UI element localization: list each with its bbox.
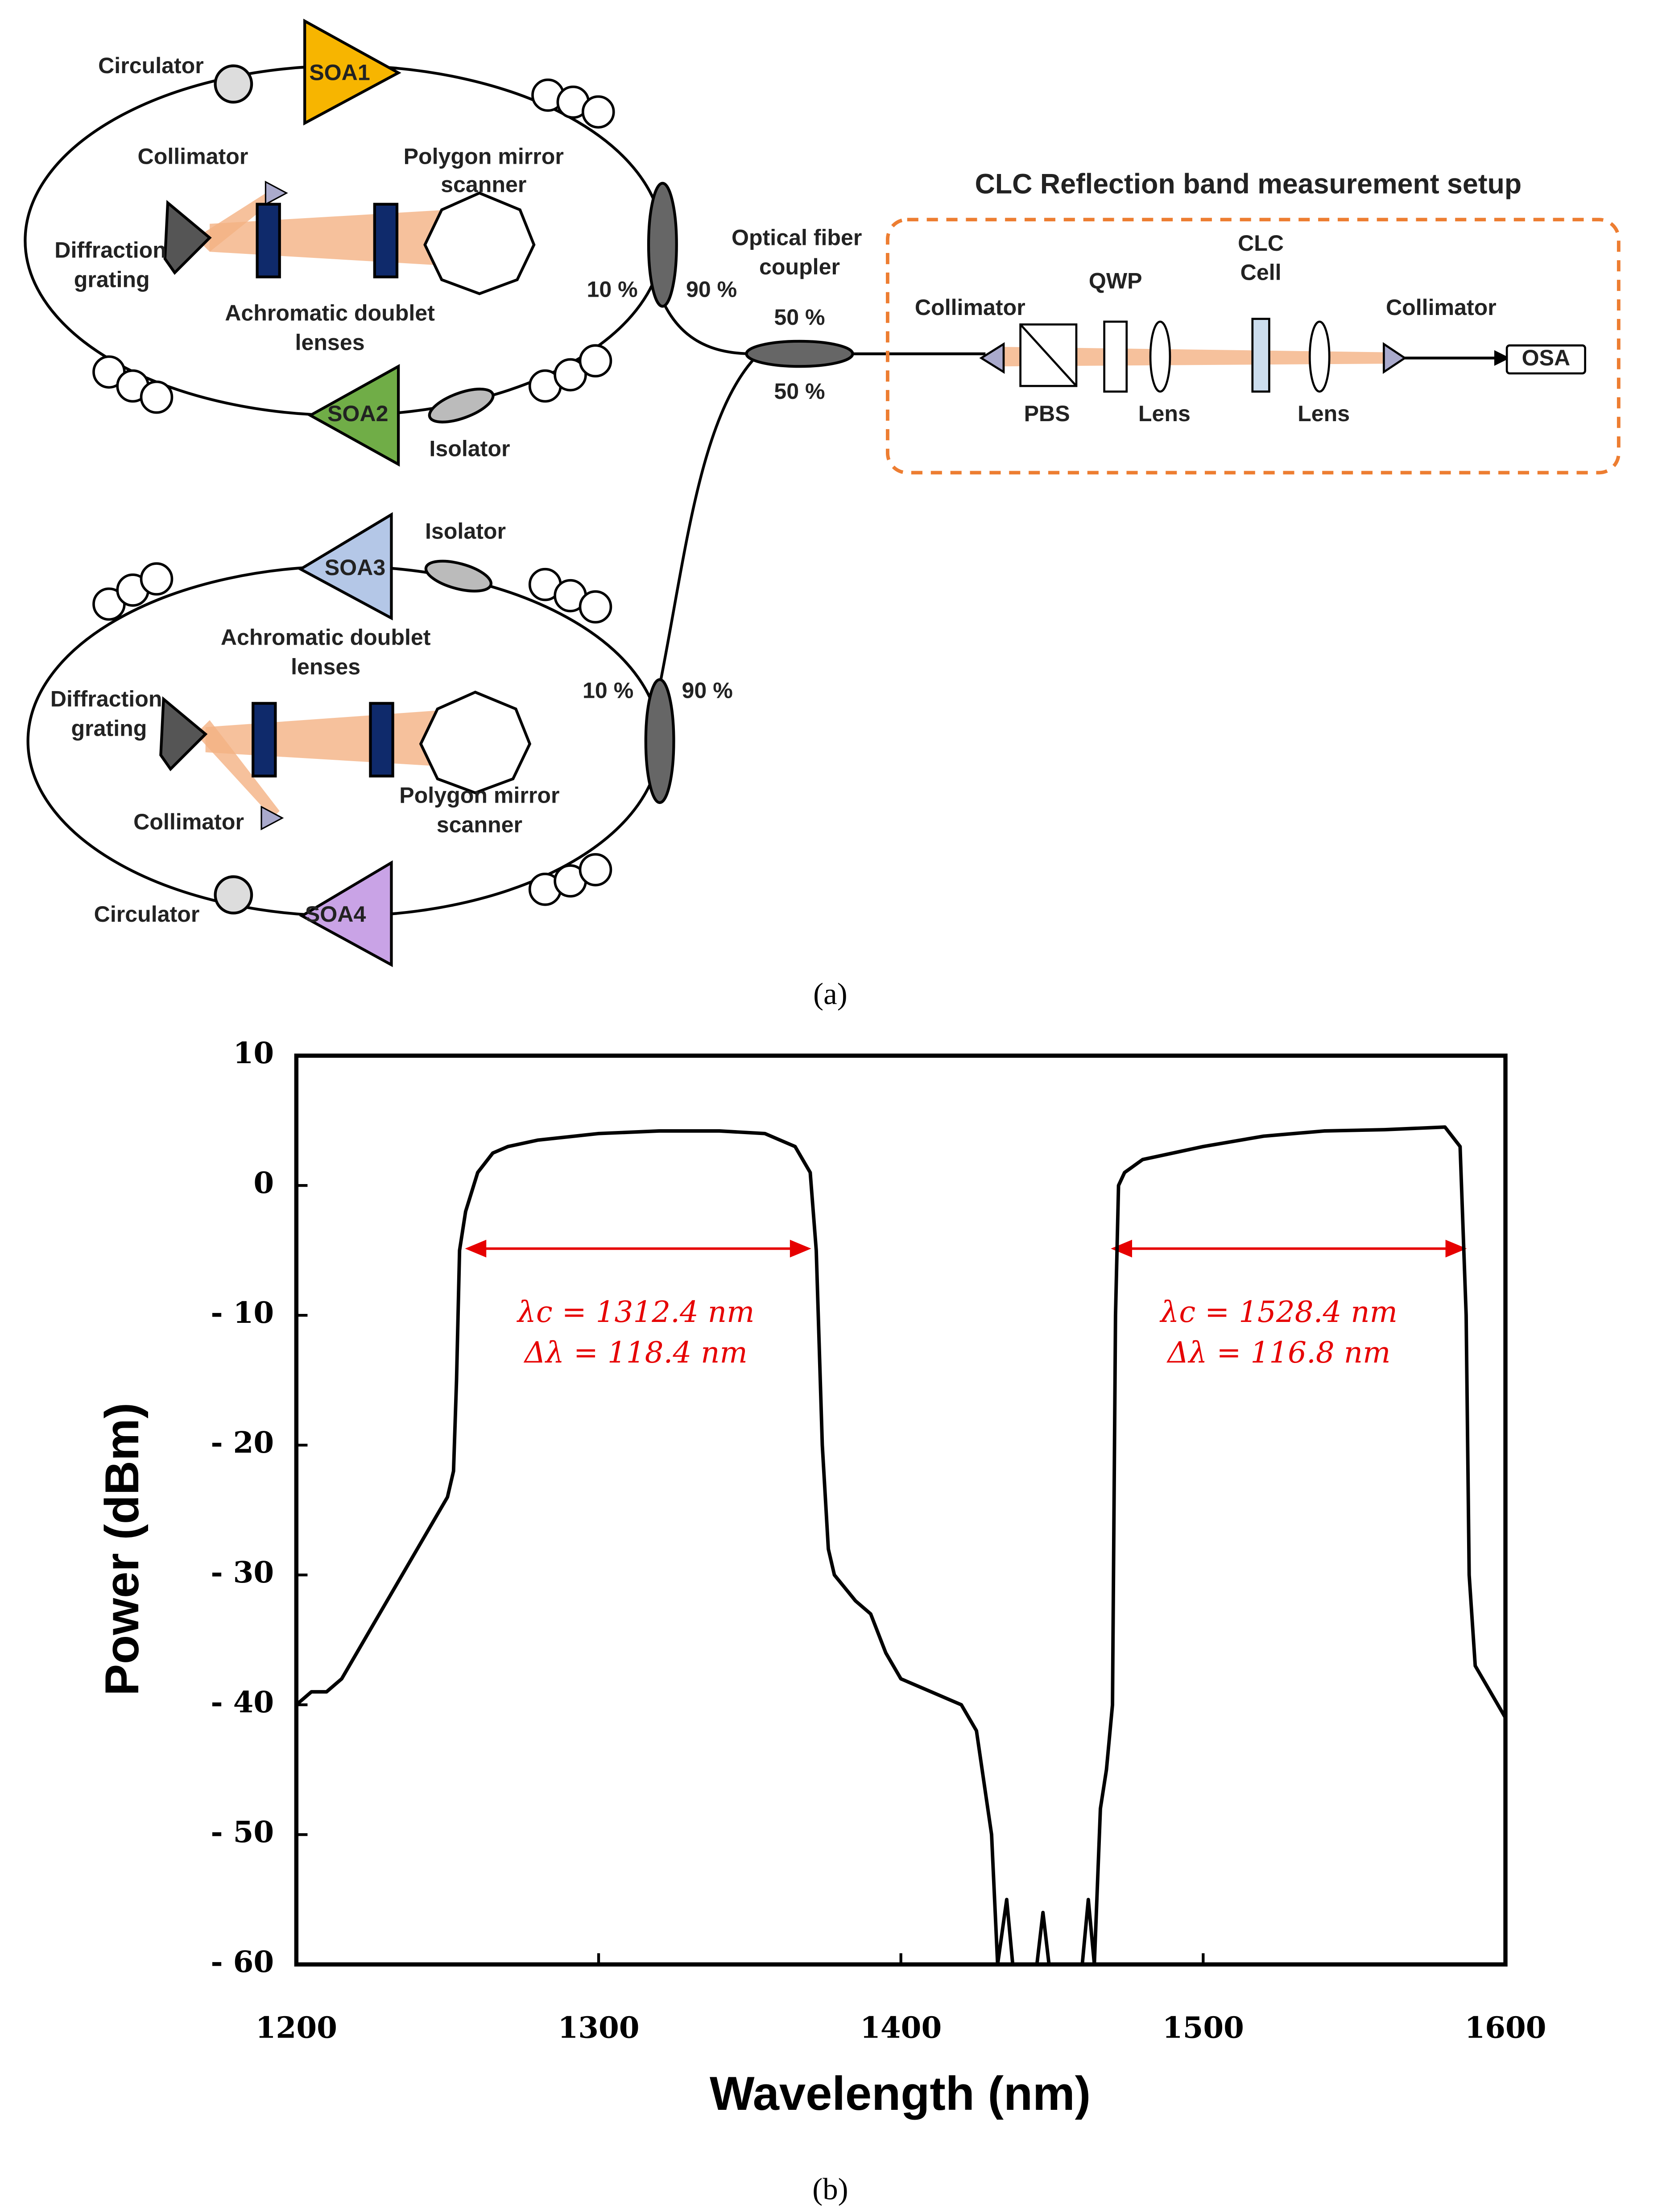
diagram-label: 50 % (774, 379, 825, 404)
soa (299, 860, 393, 967)
x-tick-label: 1300 (558, 2010, 639, 2045)
x-axis-title: Wavelength (nm) (710, 2067, 1091, 2120)
annotation: λc = 1312.4 nm (516, 1295, 754, 1329)
diagram-label: scanner (441, 172, 526, 197)
circulator (214, 875, 253, 915)
y-tick-label: 0 (253, 1165, 274, 1200)
optics-lower (159, 691, 532, 831)
annotation: Δλ = 116.8 nm (1166, 1335, 1390, 1370)
diagram-label: Collimator (915, 295, 1025, 320)
y-tick-label: - 20 (211, 1425, 274, 1460)
diagram-label: Cell (1240, 260, 1282, 285)
diagram-label: QWP (1089, 268, 1142, 293)
diagram-label: Circulator (98, 53, 204, 78)
diagram-label: 90 % (686, 277, 737, 302)
diagram-label: CLC Reflection band measurement setup (975, 169, 1522, 200)
x-tick-label: 1500 (1162, 2010, 1244, 2045)
diagram-label: 50 % (774, 305, 825, 330)
diagram-label: Lens (1298, 401, 1350, 426)
diagram-label: Isolator (429, 436, 510, 461)
arrow-head (1494, 350, 1510, 366)
caption: (a) (813, 977, 848, 1011)
diagram-label: SOA4 (305, 902, 366, 927)
coupler (644, 678, 675, 804)
diagram-label: SOA3 (325, 555, 385, 580)
annotation: Δλ = 118.4 nm (523, 1335, 748, 1370)
x-tick-label: 1600 (1464, 2010, 1546, 2045)
diagram-label: Diffraction (50, 686, 162, 711)
diagram-label: SOA1 (309, 60, 370, 85)
coupler (647, 182, 678, 308)
fiber-coils (92, 79, 615, 906)
diagram-label: Circulator (94, 902, 200, 927)
diagram-label: Achromatic doublet (221, 625, 431, 650)
diagram-label: OSA (1522, 345, 1571, 370)
y-tick-label: 10 (233, 1036, 274, 1070)
diagram-label: Lens (1138, 401, 1191, 426)
diagram-label: Polygon mirror (404, 144, 564, 169)
diagram-label: Collimator (1386, 295, 1497, 320)
y-tick-label: - 60 (211, 1944, 274, 1979)
y-tick-label: - 30 (211, 1555, 274, 1590)
caption: (b) (812, 2172, 848, 2206)
diagram-label: CLC (1238, 231, 1284, 256)
diagram-label: Collimator (138, 144, 248, 169)
diagram-label: grating (71, 716, 147, 741)
diagram-label: Optical fiber (732, 225, 862, 250)
coupler (745, 340, 854, 368)
spectrum-chart: Wavelength (nm) Power (dBm) λc = 1312.4 … (95, 1036, 1546, 2120)
plot-frame (294, 1053, 1508, 1967)
x-tick-label: 1400 (860, 2010, 942, 2045)
y-tick-label: - 50 (211, 1814, 274, 1849)
diagram-label: Diffraction (54, 238, 166, 263)
fiber (658, 300, 986, 686)
soa (307, 364, 400, 467)
spectrum-line (295, 1125, 1507, 1967)
diagram-label: coupler (759, 254, 840, 279)
diagram-label: Polygon mirror (399, 783, 559, 808)
y-tick-label: - 40 (211, 1685, 274, 1719)
setup-diagram (24, 18, 1621, 967)
x-tick-label: 1200 (256, 2010, 337, 2045)
diagram-label: PBS (1024, 401, 1070, 426)
diagram-label: lenses (291, 654, 360, 679)
soa (303, 18, 401, 126)
diagram-label: Achromatic doublet (225, 301, 435, 326)
y-tick-label: - 10 (211, 1295, 274, 1330)
optics-upper (163, 180, 536, 295)
y-axis-title: Power (dBm) (95, 1403, 149, 1696)
circulator (214, 64, 253, 104)
diagram-label: scanner (437, 812, 522, 837)
dashed-box (885, 218, 1621, 475)
diagram-label: 10 % (587, 277, 637, 302)
soa (298, 512, 393, 621)
diagram-label: lenses (295, 330, 365, 355)
diagram-label: grating (74, 267, 150, 292)
annotation: λc = 1528.4 nm (1159, 1295, 1397, 1329)
diagram-label: Isolator (425, 518, 506, 543)
isolator (428, 387, 495, 424)
diagram-label: SOA2 (327, 401, 388, 426)
diagram-label: 10 % (583, 678, 633, 703)
isolator (424, 559, 493, 592)
bandwidth-arrows (465, 1239, 1467, 1258)
optics-clc (979, 318, 1586, 393)
diagram-label: Collimator (133, 809, 244, 834)
diagram-label: 90 % (682, 678, 733, 703)
